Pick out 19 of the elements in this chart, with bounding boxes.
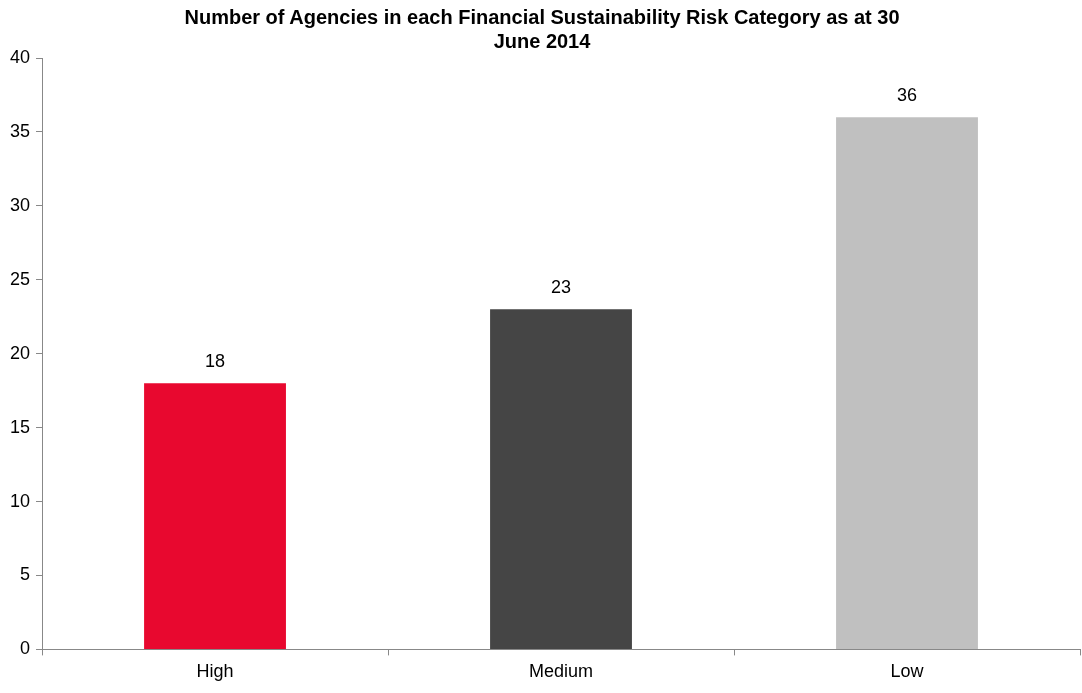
- data-label: 18: [205, 351, 226, 372]
- bar: [836, 117, 978, 649]
- data-label: 36: [896, 85, 918, 106]
- data-label: 23: [551, 277, 572, 298]
- chart-title: Number of Agencies in each Financial Sustainability Risk Category as at 30 June 2014: [184, 5, 900, 52]
- y-tick-label: 25: [9, 268, 31, 289]
- bar: [144, 383, 286, 649]
- y-tick-label: 35: [9, 120, 31, 141]
- bar: [490, 309, 632, 649]
- y-tick-label: 15: [9, 416, 31, 437]
- y-tick-label: 5: [20, 564, 31, 585]
- y-tick-label: 10: [9, 490, 31, 511]
- y-tick-label: 20: [9, 342, 31, 363]
- y-tick-label: 30: [9, 194, 31, 215]
- x-tick-label: High: [196, 661, 234, 682]
- y-tick-label: 40: [9, 46, 31, 67]
- x-tick-label: Low: [890, 661, 925, 682]
- y-tick-label: 0: [20, 638, 31, 659]
- x-tick-label: Medium: [529, 661, 594, 682]
